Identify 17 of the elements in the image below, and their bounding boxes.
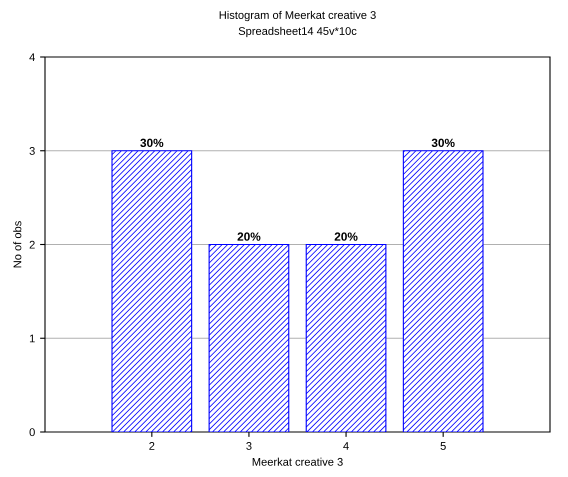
chart-subtitle: Spreadsheet14 45v*10c [238, 26, 357, 38]
x-tick-label: 4 [343, 442, 349, 450]
y-tick-label: 4 [29, 53, 35, 62]
y-tick-label: 1 [30, 334, 35, 342]
y-axis-title: No of obs [13, 221, 22, 268]
annotation: 20% [334, 232, 358, 241]
y-tick-label: 2 [30, 240, 35, 249]
chart-title: Histogram of Meerkat creative 3 [220, 10, 376, 22]
annotation: 20% [238, 232, 260, 241]
annotation: 30% [432, 138, 455, 148]
x-tick-label: 3 [246, 442, 252, 450]
x-tick-label: 5 [440, 442, 446, 450]
x-tick-label: 2 [149, 442, 154, 450]
annotation: 30% [140, 138, 164, 148]
y-tick-label: 0 [30, 428, 35, 436]
x-axis-title: Meerkat creative 3 [252, 458, 343, 466]
y-tick-label: 3 [30, 147, 35, 155]
